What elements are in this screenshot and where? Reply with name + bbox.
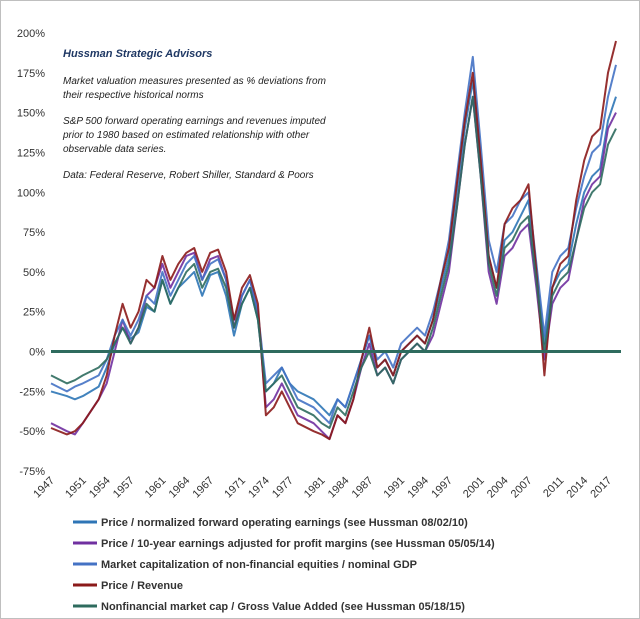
- legend: Price / normalized forward operating ear…: [73, 517, 495, 613]
- x-tick-label: 1974: [246, 475, 272, 501]
- series-line-3: [50, 55, 617, 425]
- y-tick-label: -25%: [19, 386, 45, 398]
- annotation-line5: observable data series.: [63, 144, 166, 155]
- legend-entry: Price / Revenue: [101, 580, 183, 592]
- legend-entry: Nonfinancial market cap / Gross Value Ad…: [101, 601, 465, 613]
- x-tick-label: 1947: [31, 475, 57, 501]
- x-tick-label: 2001: [461, 475, 487, 501]
- x-tick-label: 2014: [564, 475, 590, 501]
- y-tick-label: 125%: [17, 147, 45, 159]
- annotation-line1: Market valuation measures presented as %…: [63, 76, 326, 87]
- y-tick-label: -50%: [19, 426, 45, 438]
- x-tick-label: 1957: [111, 475, 137, 501]
- annotation-line2: their respective historical norms: [63, 90, 204, 101]
- series-lines: [50, 40, 617, 441]
- x-tick-label: 1987: [350, 475, 376, 501]
- legend-entry: Price / 10-year earnings adjusted for pr…: [101, 538, 495, 550]
- annotation-line6: Data: Federal Reserve, Robert Shiller, S…: [63, 170, 314, 181]
- y-tick-label: 25%: [23, 307, 45, 319]
- y-tick-label: -75%: [19, 466, 45, 478]
- x-tick-label: 1984: [326, 475, 352, 501]
- y-tick-label: 200%: [17, 28, 45, 40]
- legend-entry: Market capitalization of non-financial e…: [101, 559, 417, 571]
- x-tick-label: 1951: [63, 475, 89, 501]
- x-tick-label: 2011: [541, 475, 566, 500]
- x-tick-label: 2017: [588, 475, 614, 501]
- x-tick-label: 1971: [222, 475, 248, 501]
- annotation-title: Hussman Strategic Advisors: [63, 48, 212, 60]
- x-tick-label: 2007: [509, 475, 535, 501]
- legend-entry: Price / normalized forward operating ear…: [101, 517, 468, 529]
- x-tick-label: 1967: [190, 475, 216, 501]
- x-tick-label: 1991: [381, 475, 407, 501]
- y-axis: 200% 175% 150% 125% 100% 75% 50% 25% 0% -25% -50% -…: [17, 28, 45, 478]
- series-line-5: [50, 95, 617, 429]
- x-tick-label: 1954: [87, 475, 113, 501]
- y-tick-label: 0%: [29, 347, 45, 359]
- y-tick-label: 150%: [17, 108, 45, 120]
- series-line-4: [50, 40, 617, 441]
- annotation-box: Hussman Strategic Advisors Market valuat…: [62, 48, 326, 181]
- x-tick-label: 2004: [485, 475, 511, 501]
- y-tick-label: 175%: [17, 68, 45, 80]
- y-tick-label: 100%: [17, 187, 45, 199]
- x-tick-label: 1964: [167, 475, 193, 501]
- y-tick-label: 75%: [23, 227, 45, 239]
- x-tick-label: 1981: [302, 475, 328, 501]
- x-tick-label: 1961: [143, 475, 169, 501]
- annotation-line4: prior to 1980 based on estimated relatio…: [62, 130, 310, 141]
- x-tick-label: 1997: [429, 475, 455, 501]
- x-tick-label: 1977: [270, 475, 296, 501]
- annotation-line3: S&P 500 forward operating earnings and r…: [63, 116, 326, 127]
- x-tick-label: 1994: [405, 475, 431, 501]
- y-tick-label: 50%: [23, 267, 45, 279]
